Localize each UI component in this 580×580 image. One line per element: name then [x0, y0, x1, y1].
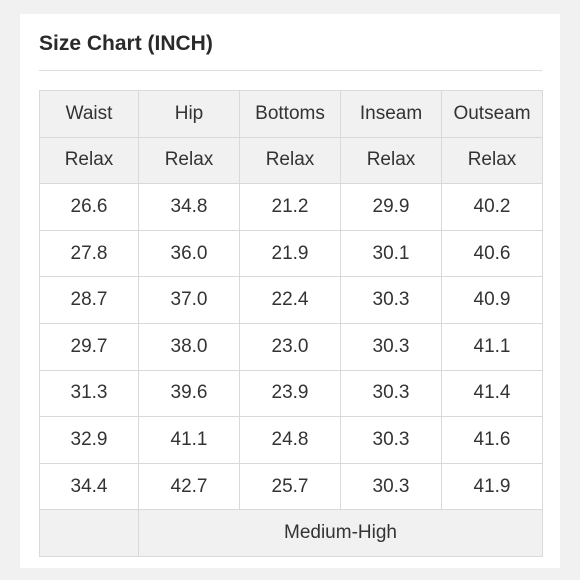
- table-cell-inseam: 30.3: [340, 369, 442, 418]
- table-cell-waist: 29.7: [39, 322, 139, 371]
- header-row: Waist Hip Bottoms Inseam Outseam: [39, 90, 543, 138]
- table-cell-inseam: 30.3: [340, 276, 442, 324]
- table-row: 27.8 36.0 21.9 30.1 40.6: [39, 229, 543, 278]
- table-cell-waist: 28.7: [39, 276, 139, 324]
- table-cell-outseam: 41.6: [441, 416, 543, 464]
- table-cell-outseam: 40.2: [441, 183, 543, 231]
- table-row: 32.9 41.1 24.8 30.3 41.6: [39, 416, 543, 464]
- footer-row: Medium-High: [39, 509, 543, 557]
- table-cell-bottoms: 22.4: [239, 276, 341, 324]
- size-table: Waist Hip Bottoms Inseam Outseam Relax R…: [39, 90, 543, 557]
- table-row: 26.6 34.8 21.2 29.9 40.2: [39, 183, 543, 231]
- table-cell-hip: 39.6: [138, 369, 240, 418]
- table-cell-outseam: 40.9: [441, 276, 543, 324]
- table-cell-hip: 41.1: [138, 416, 240, 464]
- table-cell-bottoms: 21.9: [239, 229, 341, 278]
- table-cell-hip: 34.8: [138, 183, 240, 231]
- subheader-cell: Relax: [441, 136, 543, 185]
- header-cell-bottoms: Bottoms: [239, 90, 341, 138]
- table-cell-waist: 27.8: [39, 229, 139, 278]
- table-cell-bottoms: 24.8: [239, 416, 341, 464]
- header-cell-outseam: Outseam: [441, 90, 543, 138]
- table-cell-hip: 42.7: [138, 462, 240, 511]
- table-cell-bottoms: 23.0: [239, 322, 341, 371]
- subheader-cell: Relax: [138, 136, 240, 185]
- size-chart-card: Size Chart (INCH) Waist Hip Bottoms Inse…: [20, 14, 560, 568]
- table-cell-waist: 31.3: [39, 369, 139, 418]
- table-cell-outseam: 41.4: [441, 369, 543, 418]
- header-cell-hip: Hip: [138, 90, 240, 138]
- table-cell-hip: 38.0: [138, 322, 240, 371]
- rise-cell: Medium-High: [138, 509, 543, 557]
- subheader-cell: Relax: [340, 136, 442, 185]
- table-cell-bottoms: 23.9: [239, 369, 341, 418]
- table-row: 28.7 37.0 22.4 30.3 40.9: [39, 276, 543, 324]
- table-cell-inseam: 30.3: [340, 322, 442, 371]
- table-cell-inseam: 30.3: [340, 462, 442, 511]
- table-cell-waist: 26.6: [39, 183, 139, 231]
- table-cell-waist: 32.9: [39, 416, 139, 464]
- table-cell-bottoms: 21.2: [239, 183, 341, 231]
- table-cell-waist: 34.4: [39, 462, 139, 511]
- header-cell-inseam: Inseam: [340, 90, 442, 138]
- table-cell-hip: 37.0: [138, 276, 240, 324]
- table-cell-outseam: 41.1: [441, 322, 543, 371]
- table-row: 31.3 39.6 23.9 30.3 41.4: [39, 369, 543, 418]
- footer-empty-cell: [39, 509, 139, 557]
- table-cell-outseam: 40.6: [441, 229, 543, 278]
- header-cell-waist: Waist: [39, 90, 139, 138]
- table-cell-inseam: 30.1: [340, 229, 442, 278]
- table-cell-outseam: 41.9: [441, 462, 543, 511]
- title-divider: [39, 70, 542, 71]
- table-row: 29.7 38.0 23.0 30.3 41.1: [39, 322, 543, 371]
- table-cell-inseam: 29.9: [340, 183, 442, 231]
- page-title: Size Chart (INCH): [39, 32, 213, 55]
- table-cell-inseam: 30.3: [340, 416, 442, 464]
- subheader-cell: Relax: [239, 136, 341, 185]
- subheader-cell: Relax: [39, 136, 139, 185]
- table-cell-hip: 36.0: [138, 229, 240, 278]
- table-row: 34.4 42.7 25.7 30.3 41.9: [39, 462, 543, 511]
- subheader-row: Relax Relax Relax Relax Relax: [39, 136, 543, 185]
- table-cell-bottoms: 25.7: [239, 462, 341, 511]
